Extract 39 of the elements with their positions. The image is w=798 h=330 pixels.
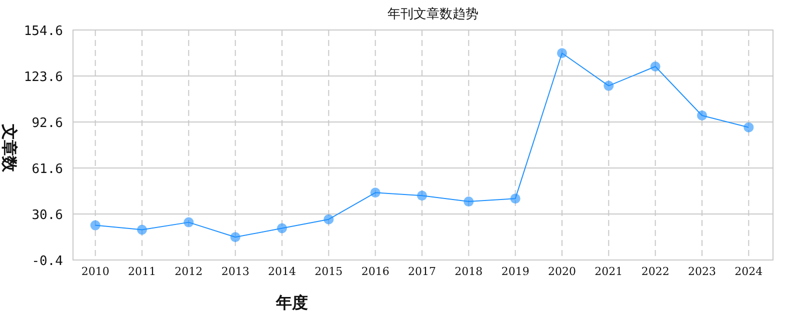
y-tick-label: -0.4	[32, 254, 64, 269]
point	[137, 224, 147, 235]
point	[277, 223, 287, 234]
x-tick-label: 2015	[314, 265, 343, 278]
x-tick-label: 2022	[641, 265, 670, 278]
point	[557, 48, 567, 58]
point	[464, 196, 474, 207]
x-tick-label: 2024	[734, 265, 763, 278]
point	[604, 80, 614, 91]
point	[184, 217, 194, 228]
y-tick-label: 30.6	[32, 208, 63, 223]
x-tick-label: 2012	[174, 265, 203, 278]
y-tick-label: 123.6	[24, 70, 63, 85]
point	[744, 122, 754, 132]
x-tick-label: 2010	[81, 265, 110, 278]
y-tick-label: 92.6	[32, 116, 63, 131]
point	[650, 62, 660, 72]
chart-title: 年刊文章数趋势	[388, 7, 478, 22]
x-tick-label: 2014	[268, 265, 296, 278]
y-tick-label: 154.6	[24, 24, 63, 39]
point	[697, 110, 707, 120]
point	[324, 214, 334, 224]
x-tick-label: 2023	[688, 265, 716, 278]
y-tick-label: 61.6	[32, 162, 63, 177]
x-tick-label: 2011	[128, 265, 156, 278]
x-tick-label: 2017	[408, 265, 436, 278]
y-axis-title: 文章数	[0, 123, 19, 173]
point	[90, 220, 100, 230]
point	[230, 232, 240, 242]
point	[510, 194, 520, 204]
x-tick-label: 2021	[594, 265, 623, 278]
x-tick-label: 2013	[221, 265, 250, 278]
point	[417, 190, 427, 201]
x-tick-label: 2018	[454, 265, 483, 278]
x-axis-title: 年度	[275, 293, 308, 312]
x-tick-label: 2019	[501, 265, 530, 278]
x-tick-label: 2016	[361, 265, 390, 278]
x-tick-label: 2020	[548, 265, 576, 278]
point	[370, 188, 380, 198]
